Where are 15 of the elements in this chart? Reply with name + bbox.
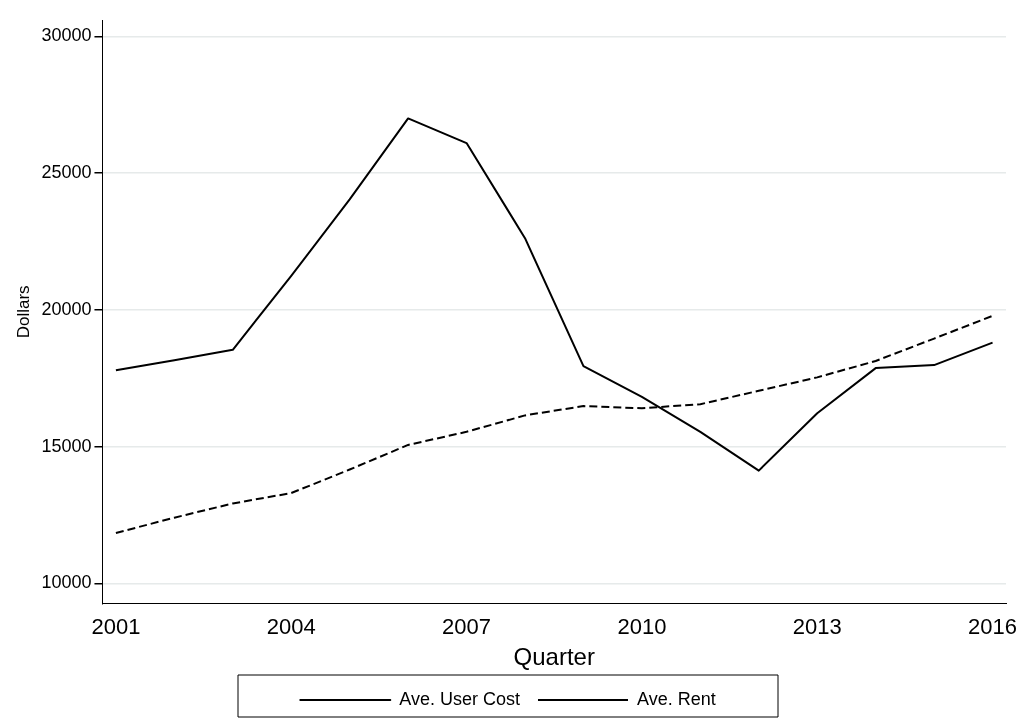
x-tick-label: 2013: [792, 614, 842, 640]
legend-label: Ave. User Cost: [399, 688, 521, 709]
legend-label: Ave. Rent: [637, 688, 716, 709]
y-tick-label: 10000: [41, 572, 92, 593]
x-tick-label: 2007: [442, 614, 492, 640]
x-tick-label: 2001: [91, 614, 141, 640]
y-axis-title: Dollars: [13, 285, 33, 339]
y-tick-label: 25000: [41, 162, 92, 183]
y-tick-label: 15000: [41, 435, 92, 456]
x-tick-label: 2016: [968, 614, 1018, 640]
y-tick-label: 30000: [41, 25, 92, 46]
y-tick-label: 20000: [41, 298, 92, 319]
x-tick-label: 2004: [266, 614, 316, 640]
x-tick-label: 2010: [617, 614, 667, 640]
x-axis-title: Quarter: [513, 643, 595, 671]
